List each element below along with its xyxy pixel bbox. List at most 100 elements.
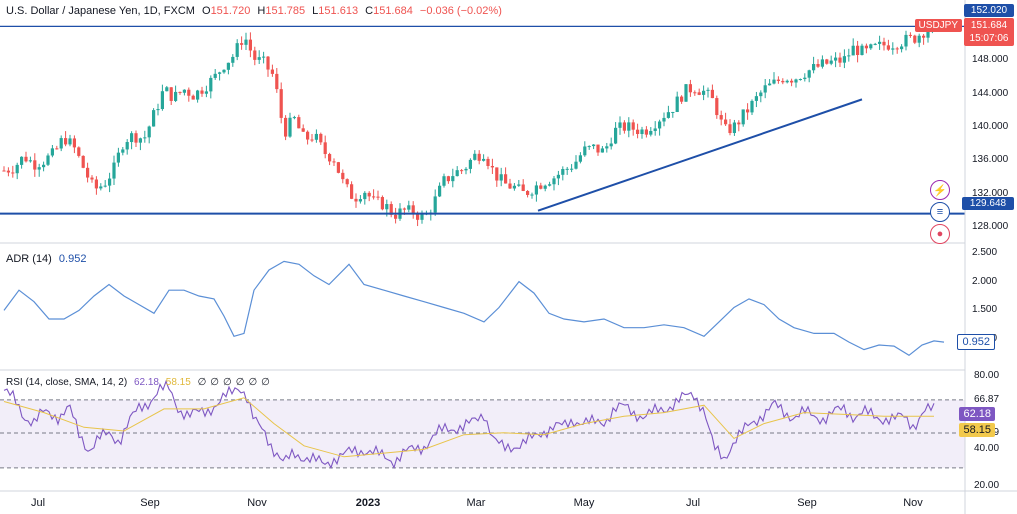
candle-body xyxy=(688,84,692,93)
candle-body xyxy=(763,85,767,93)
time-tick-label: Nov xyxy=(247,497,267,509)
candle-body xyxy=(28,160,32,162)
event-marker-icon[interactable]: ● xyxy=(930,224,950,244)
candle-body xyxy=(446,176,450,182)
time-tick-label: May xyxy=(573,497,595,509)
candle-body xyxy=(737,122,741,125)
candle-body xyxy=(196,90,200,100)
candle-body xyxy=(605,146,609,149)
candle-body xyxy=(864,45,868,49)
candle-body xyxy=(270,69,274,74)
candle-body xyxy=(851,45,855,56)
candle-body xyxy=(640,129,644,134)
candle-body xyxy=(873,43,877,45)
candle-body xyxy=(121,149,125,153)
candle-body xyxy=(649,130,653,135)
legend-low: L151.613 xyxy=(312,5,359,17)
candle-body xyxy=(301,128,305,132)
symbol-badge: USDJPY xyxy=(914,19,962,32)
rsi-ma-line xyxy=(3,397,934,458)
candle-body xyxy=(314,133,318,140)
candle-body xyxy=(200,90,204,94)
candle-body xyxy=(222,69,226,73)
candle-body xyxy=(275,73,279,90)
candle-body xyxy=(473,153,477,160)
candle-body xyxy=(6,170,10,173)
candle-body xyxy=(697,92,701,95)
candle-body xyxy=(323,142,327,155)
candle-body xyxy=(33,160,37,170)
candle-body xyxy=(486,158,490,166)
candle-body xyxy=(226,62,230,70)
rsi-series xyxy=(0,379,965,470)
candle-body xyxy=(495,167,499,181)
adr-tick-label: 1.500 xyxy=(972,304,998,316)
candle-body xyxy=(609,143,613,147)
candle-body xyxy=(191,95,195,100)
candle-body xyxy=(680,96,684,102)
candle-body xyxy=(561,169,565,175)
rsi-placeholder: ∅ xyxy=(235,377,245,388)
candle-body xyxy=(11,172,15,174)
candle-body xyxy=(904,34,908,47)
candle-body xyxy=(94,179,98,189)
rsi-placeholder: ∅ xyxy=(248,377,258,388)
candle-body xyxy=(266,56,270,70)
candle-body xyxy=(539,185,543,189)
candle-body xyxy=(433,196,437,213)
us-flag-icon[interactable]: ≡ xyxy=(930,202,950,222)
candle-body xyxy=(363,192,367,200)
candle-body xyxy=(675,96,679,112)
candle-body xyxy=(917,35,921,43)
candle-body xyxy=(64,138,68,145)
candle-body xyxy=(376,196,380,198)
candle-body xyxy=(411,205,415,215)
candle-body xyxy=(213,73,217,78)
candle-body xyxy=(886,45,890,50)
candle-body xyxy=(209,77,213,92)
trendline xyxy=(537,98,863,212)
candle-body xyxy=(160,91,164,110)
legend-change: −0.036 (−0.02%) xyxy=(419,5,502,17)
adr-value: 0.952 xyxy=(58,253,87,265)
candle-body xyxy=(746,109,750,113)
candle-body xyxy=(310,139,314,141)
adr-tick-label: 2.500 xyxy=(972,246,998,258)
candle-body xyxy=(367,192,371,197)
candle-body xyxy=(504,174,508,184)
candle-body xyxy=(358,199,362,202)
high-level-badge: 152.020 xyxy=(964,4,1014,17)
candle-body xyxy=(512,185,516,189)
candle-body xyxy=(15,164,19,174)
candle-body xyxy=(257,57,261,60)
symbol-title: U.S. Dollar / Japanese Yen, 1D, FXCM xyxy=(6,5,195,17)
candle-body xyxy=(420,214,424,220)
candle-body xyxy=(829,60,833,64)
rsi-ma-badge: 58.15 xyxy=(959,423,995,437)
candle-body xyxy=(482,158,486,161)
candle-body xyxy=(143,137,147,139)
rsi-label: RSI (14, close, SMA, 14, 2) xyxy=(6,377,128,388)
candle-body xyxy=(389,204,393,215)
candle-body xyxy=(776,79,780,81)
candle-body xyxy=(592,144,596,147)
candle-body xyxy=(81,155,85,168)
lightning-icon[interactable]: ⚡ xyxy=(930,180,950,200)
last-price: 151.684 xyxy=(970,20,1008,31)
candle-body xyxy=(103,185,107,187)
candle-body xyxy=(108,178,112,186)
candle-body xyxy=(385,204,389,210)
candle-body xyxy=(666,112,670,118)
candle-body xyxy=(526,190,530,195)
candle-body xyxy=(622,122,626,131)
candle-body xyxy=(336,162,340,173)
candle-body xyxy=(521,184,525,191)
candle-body xyxy=(37,167,41,170)
candle-body xyxy=(732,122,736,134)
candle-body xyxy=(627,122,631,131)
candle-body xyxy=(882,41,886,46)
candle-body xyxy=(812,64,816,71)
candle-body xyxy=(508,183,512,189)
candle-body xyxy=(517,184,521,186)
